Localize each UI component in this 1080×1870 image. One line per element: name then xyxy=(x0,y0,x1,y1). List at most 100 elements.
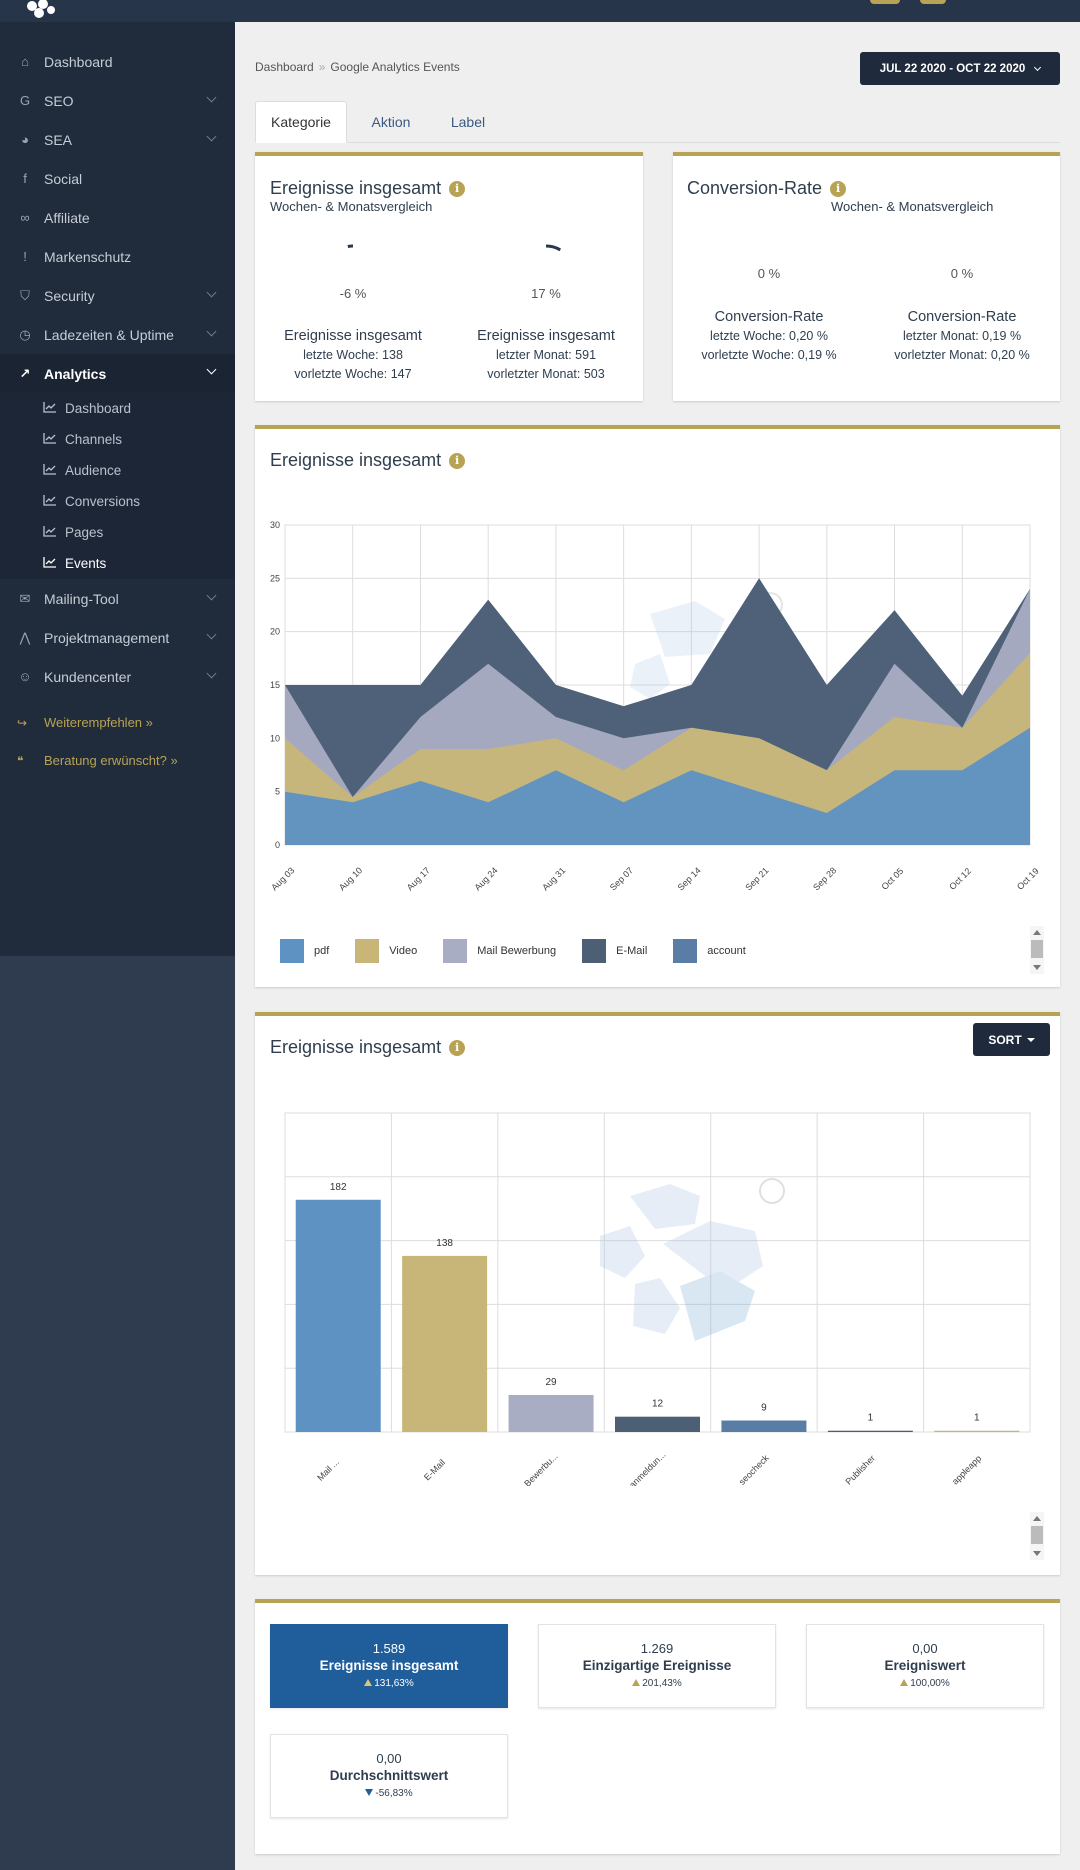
chevron-down-icon xyxy=(206,364,217,375)
line-chart-icon xyxy=(43,401,59,416)
area-chart-title-text: Ereignisse insgesamt xyxy=(270,450,442,470)
sidebar-subitem-conversions[interactable]: Conversions xyxy=(0,486,235,517)
bar-2[interactable] xyxy=(508,1394,594,1432)
sidebar-item-kundencenter[interactable]: ☺ Kundencenter xyxy=(0,657,235,696)
bar-4[interactable] xyxy=(721,1420,807,1432)
handshake-icon: ∞ xyxy=(20,210,30,225)
tab-label[interactable]: Label xyxy=(450,114,486,130)
sidebar-subitem-label: Dashboard xyxy=(65,401,132,416)
kpi-name: Ereigniswert xyxy=(884,1658,966,1673)
line-chart-icon xyxy=(43,432,59,447)
x-tick-label: Aug 10 xyxy=(337,865,364,892)
logo[interactable] xyxy=(18,0,58,18)
top-bar-avatar-icon[interactable] xyxy=(870,0,900,4)
sidebar-item-affiliate[interactable]: ∞ Affiliate xyxy=(0,198,235,237)
conversion-week-previous: vorletzte Woche: 0,19 % xyxy=(701,348,837,362)
kpi-change: 201,43% xyxy=(539,1678,775,1689)
sidebar-item-seo[interactable]: G SEO xyxy=(0,81,235,120)
info-icon[interactable]: i xyxy=(830,181,847,197)
sidebar-subitem-audience[interactable]: Audience xyxy=(0,455,235,486)
scroll-up-icon[interactable] xyxy=(1033,930,1041,935)
bar-0[interactable] xyxy=(295,1199,381,1432)
sidebar-item-dashboard[interactable]: ⌂ Dashboard xyxy=(0,42,235,81)
month-stats-name: Ereignisse insgesamt xyxy=(477,328,615,344)
conversion-title: Conversion-Rate i xyxy=(687,178,847,199)
y-tick-label: 30 xyxy=(270,520,280,530)
sidebar-item-ladezeiten-uptime[interactable]: ◷ Ladezeiten & Uptime xyxy=(0,315,235,354)
sort-button[interactable]: SORT xyxy=(973,1023,1050,1056)
consulting-link[interactable]: ❝ Beratung erwünscht? » xyxy=(0,753,178,768)
chevron-down-icon xyxy=(206,326,217,337)
kpi-change: -56,83% xyxy=(271,1788,507,1799)
scroll-down-icon[interactable] xyxy=(1033,965,1041,970)
kpi-tile-ereignisse-insgesamt[interactable]: 1.589 Ereignisse insgesamt 131,63% xyxy=(270,1624,508,1708)
sidebar-item-label: Ladezeiten & Uptime xyxy=(44,326,174,343)
tab-bar: Kategorie Aktion Label xyxy=(255,101,1060,143)
sidebar-item-mailing-tool[interactable]: ✉ Mailing-Tool xyxy=(0,579,235,618)
info-icon[interactable]: i xyxy=(449,453,466,469)
bar-chart-scrollbar[interactable] xyxy=(1030,1512,1044,1560)
scroll-thumb[interactable] xyxy=(1031,940,1043,958)
info-icon[interactable]: i xyxy=(449,1040,466,1056)
kpi-value: 0,00 xyxy=(376,1751,402,1766)
kpi-tile-durchschnittswert[interactable]: 0,00 Durchschnittswert -56,83% xyxy=(270,1734,508,1818)
y-tick-label: 20 xyxy=(270,627,280,637)
legend-item-mail-bewerbung[interactable]: Mail Bewerbung xyxy=(443,939,556,963)
breadcrumb-home-link[interactable]: Dashboard xyxy=(255,60,314,74)
legend-item-e-mail[interactable]: E-Mail xyxy=(582,939,647,963)
legend-item-video[interactable]: Video xyxy=(355,939,417,963)
area-chart: 0 5 10 15 20 25 30 Aug 03 Aug 10 Aug 17 Aug 24 Aug … xyxy=(269,520,1041,893)
triangle-up-icon xyxy=(364,1679,373,1686)
info-icon[interactable]: i xyxy=(449,181,466,197)
bar-chart-card: Ereignisse insgesamt i 182 Mail ... 138 E-Ma… xyxy=(255,1012,1060,1575)
users-icon: ☺ xyxy=(18,669,32,684)
sidebar-subitem-events[interactable]: Events xyxy=(0,548,235,579)
legend-item-pdf[interactable]: pdf xyxy=(280,939,329,963)
bar-6[interactable] xyxy=(934,1430,1020,1432)
chevron-down-icon xyxy=(206,668,217,679)
bar-1[interactable] xyxy=(402,1255,488,1432)
top-bar-flag-icon[interactable] xyxy=(920,0,946,4)
sidebar-item-security[interactable]: ⛉ Security xyxy=(0,276,235,315)
legend-label: E-Mail xyxy=(616,945,648,957)
legend-scrollbar[interactable] xyxy=(1030,926,1044,974)
bar-value-label: 9 xyxy=(761,1403,767,1414)
sidebar-item-label: SEA xyxy=(44,131,73,148)
sidebar-item-analytics[interactable]: ↗ Analytics xyxy=(0,354,235,393)
tab-kategorie[interactable]: Kategorie xyxy=(255,101,347,143)
legend-item-account[interactable]: account xyxy=(673,939,746,963)
legend-swatch xyxy=(673,939,698,963)
scroll-up-icon[interactable] xyxy=(1033,1516,1041,1521)
date-range-button[interactable]: JUL 22 2020 - OCT 22 2020 xyxy=(860,52,1060,85)
sidebar-subitem-pages[interactable]: Pages xyxy=(0,517,235,548)
line-chart-icon xyxy=(43,463,59,478)
scroll-down-icon[interactable] xyxy=(1033,1551,1041,1556)
bar-5[interactable] xyxy=(827,1430,913,1432)
kpi-tile-ereigniswert[interactable]: 0,00 Ereigniswert 100,00% xyxy=(806,1624,1044,1708)
events-summary-card: Ereignisse insgesamt i Wochen- & Monatsve… xyxy=(255,152,643,401)
bar-3[interactable] xyxy=(615,1416,700,1432)
scroll-thumb[interactable] xyxy=(1031,1526,1043,1544)
sidebar-item-markenschutz[interactable]: ! Markenschutz xyxy=(0,237,235,276)
home-icon: ⌂ xyxy=(21,54,29,69)
bar-value-label: 1 xyxy=(868,1413,874,1424)
sidebar-item-sea[interactable]: ◕ SEA xyxy=(0,120,235,159)
sidebar-subitem-channels[interactable]: Channels xyxy=(0,424,235,455)
kpi-tile-einzigartige-ereignisse[interactable]: 1.269 Einzigartige Ereignisse 201,43% xyxy=(538,1624,776,1708)
recommend-link[interactable]: ↪ Weiterempfehlen » xyxy=(0,715,153,730)
legend-label: account xyxy=(707,945,746,957)
y-tick-label: 25 xyxy=(270,573,280,583)
sidebar-item-projektmanagement[interactable]: ⋀ Projektmanagement xyxy=(0,618,235,657)
kpi-value: 1.589 xyxy=(372,1641,406,1656)
sidebar-subitem-dashboard[interactable]: Dashboard xyxy=(0,393,235,424)
sidebar-item-label: Kundencenter xyxy=(44,668,132,685)
month-change-percent: 17 % xyxy=(531,286,561,301)
area-series-pdf[interactable] xyxy=(285,727,1030,845)
sidebar-item-social[interactable]: f Social xyxy=(0,159,235,198)
conversion-month-previous: vorletzter Monat: 0,20 % xyxy=(894,348,1030,362)
sidebar-subitem-label: Events xyxy=(65,556,107,571)
plot-area xyxy=(284,1112,1031,1433)
month-gauge xyxy=(545,244,562,252)
line-chart-icon xyxy=(43,556,59,571)
tab-aktion[interactable]: Aktion xyxy=(371,114,411,130)
